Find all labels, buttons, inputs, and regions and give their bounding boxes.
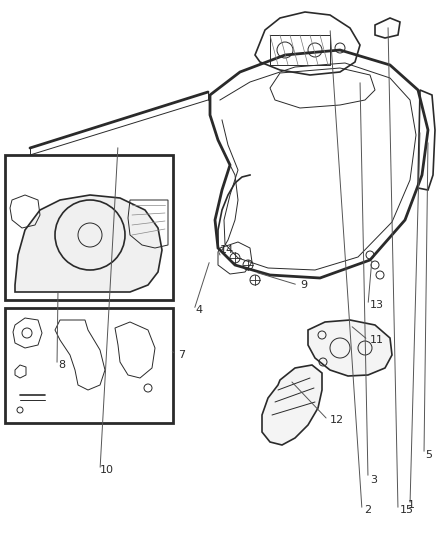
Text: 4: 4 [195,305,202,315]
Text: 2: 2 [364,505,371,515]
Text: 15: 15 [400,505,414,515]
Text: 1: 1 [408,500,415,510]
Text: 11: 11 [370,335,384,345]
Text: 7: 7 [178,350,185,360]
Text: 9: 9 [300,280,307,290]
Text: 8: 8 [58,360,65,370]
Text: 13: 13 [370,300,384,310]
Polygon shape [15,195,162,292]
Text: 10: 10 [100,465,114,475]
Text: 14: 14 [220,245,234,255]
Text: 5: 5 [425,450,432,460]
Text: 3: 3 [370,475,377,485]
Polygon shape [308,320,392,376]
Text: 12: 12 [330,415,344,425]
Polygon shape [262,365,322,445]
